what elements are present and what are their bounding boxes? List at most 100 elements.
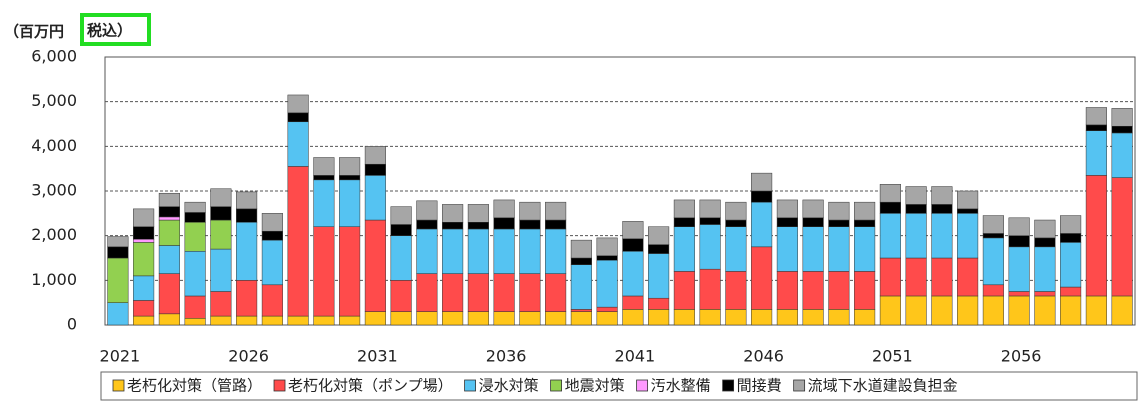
bar-segment	[287, 94, 309, 114]
bar-segment	[184, 318, 206, 326]
bar-segment	[545, 273, 567, 312]
bar-segment	[1060, 286, 1082, 297]
bar-segment	[261, 284, 283, 317]
bar-segment	[493, 199, 515, 219]
bar-segment	[236, 191, 258, 210]
bar-segment	[158, 219, 180, 246]
bar-segment	[905, 257, 927, 297]
bar-segment	[210, 248, 232, 292]
bar-segment	[931, 295, 953, 326]
bar-segment	[622, 238, 644, 252]
bar-segment	[493, 311, 515, 326]
legend-label: 間接費	[737, 377, 782, 395]
bar-segment	[519, 219, 541, 230]
bar-segment	[261, 239, 283, 286]
bar-segment	[1060, 242, 1082, 288]
bar-segment	[725, 201, 747, 221]
legend-label: 汚水整備	[651, 377, 711, 395]
bar-segment	[957, 257, 979, 297]
bar-segment	[519, 273, 541, 312]
y-tick-label: 3,000	[31, 181, 77, 200]
bar-segment	[1085, 124, 1107, 131]
bar-segment	[416, 228, 438, 274]
bar-segment	[1111, 295, 1133, 326]
y-axis-unit: （百万円	[4, 23, 64, 41]
bar-segment	[596, 306, 618, 312]
bar-segment	[133, 275, 155, 301]
bar-segment	[442, 222, 464, 230]
x-tick-label: 2031	[357, 347, 398, 366]
bar-segment	[442, 311, 464, 326]
legend-label: 浸水対策	[479, 377, 539, 395]
bar-segment	[802, 309, 824, 326]
bar-segment	[931, 186, 953, 205]
x-tick-label: 2041	[615, 347, 656, 366]
bar-segment	[184, 251, 206, 297]
bar-segment	[854, 309, 876, 326]
bar-segment	[133, 208, 155, 227]
legend-swatch	[112, 379, 125, 392]
y-axis-unit-note: 税込）	[87, 22, 132, 40]
bar-segment	[957, 208, 979, 214]
bar-segment	[648, 244, 670, 254]
bar-segment	[802, 271, 824, 310]
bar-segment	[570, 311, 592, 326]
bar-segment	[725, 309, 747, 326]
bar-segment	[622, 309, 644, 326]
bar-segment	[854, 201, 876, 221]
bar-segment	[699, 199, 721, 219]
bar-segment	[905, 186, 927, 205]
bar-segment	[158, 216, 180, 221]
bar-segment	[493, 273, 515, 312]
bar-segment	[287, 315, 309, 326]
bar-segment	[957, 295, 979, 326]
bar-segment	[390, 235, 412, 281]
bar-segment	[442, 273, 464, 312]
bar-segment	[133, 315, 155, 326]
bar-segment	[133, 238, 155, 243]
bar-segment	[570, 239, 592, 259]
bar-segment	[390, 311, 412, 326]
bar-segment	[364, 163, 386, 176]
bar-segment	[725, 226, 747, 272]
bar-segment	[313, 157, 335, 176]
legend-swatch	[273, 379, 286, 392]
bar-segment	[158, 245, 180, 274]
bar-segment	[751, 246, 773, 310]
legend-label: 老朽化対策（管路）	[127, 377, 262, 395]
bar-segment	[802, 199, 824, 219]
bar-segment	[931, 204, 953, 214]
bar-segment	[442, 228, 464, 274]
legend-swatch	[550, 379, 562, 392]
y-tick-label: 4,000	[31, 136, 77, 155]
bar-segment	[1111, 125, 1133, 134]
bar-segment	[1085, 130, 1107, 176]
bar-segment	[648, 297, 670, 310]
bar-segment	[493, 217, 515, 230]
bar-segment	[107, 246, 129, 259]
bar-segment	[1060, 233, 1082, 243]
bar-segment	[1111, 132, 1133, 178]
legend-swatch	[636, 379, 649, 392]
bar-segment	[339, 315, 361, 326]
bar-segment	[261, 230, 283, 241]
bar-segment	[854, 271, 876, 310]
bar-segment	[133, 242, 155, 277]
y-tick-label: 5,000	[31, 91, 77, 110]
bar-segment	[107, 302, 129, 326]
bar-segment	[1008, 295, 1030, 326]
bar-segment	[1008, 235, 1030, 248]
bar-segment	[673, 217, 695, 227]
bar-segment	[184, 222, 206, 252]
bar-segment	[545, 228, 567, 274]
bar-segment	[622, 295, 644, 310]
x-tick-label: 2036	[486, 347, 527, 366]
bar-segment	[1008, 246, 1030, 292]
bar-segment	[802, 217, 824, 227]
bar-segment	[596, 311, 618, 326]
bar-segment	[982, 215, 1004, 234]
bar-segment	[236, 280, 258, 317]
bar-segment	[1085, 175, 1107, 297]
bar-segment	[158, 313, 180, 326]
bar-segment	[416, 219, 438, 230]
